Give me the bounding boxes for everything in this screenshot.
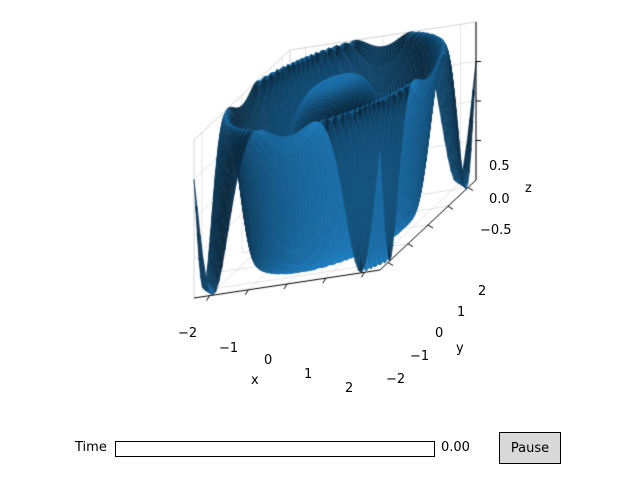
time-slider-label: Time (75, 440, 107, 455)
x-tick-label: 1 (304, 367, 313, 382)
y-tick-label: 2 (478, 284, 487, 299)
z-tick-label: 0.5 (489, 159, 510, 174)
time-slider[interactable] (115, 441, 435, 457)
y-tick-label: 0 (435, 326, 444, 341)
y-axis-label: y (456, 341, 464, 356)
y-tick-label: −1 (410, 349, 430, 364)
x-tick-label: −2 (178, 326, 198, 341)
pause-button[interactable]: Pause (499, 432, 561, 464)
x-axis-label: x (251, 373, 259, 388)
surface-plot[interactable] (0, 0, 640, 420)
y-tick-label: 1 (457, 305, 466, 320)
z-axis-label: z (525, 181, 532, 196)
z-tick-label: 0.0 (489, 192, 510, 207)
time-slider-value: 0.00 (441, 440, 470, 455)
x-tick-label: −1 (219, 341, 239, 356)
y-tick-label: −2 (386, 372, 406, 387)
x-tick-label: 2 (345, 381, 354, 396)
z-tick-label: −0.5 (480, 223, 512, 238)
x-tick-label: 0 (264, 353, 273, 368)
